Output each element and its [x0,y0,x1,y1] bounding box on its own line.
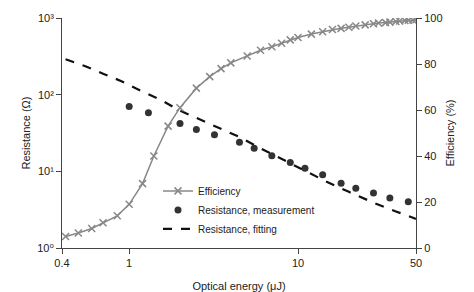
svg-text:Resistance (Ω): Resistance (Ω) [20,96,32,169]
svg-text:10¹: 10¹ [38,165,54,177]
svg-text:100: 100 [424,12,442,24]
svg-text:80: 80 [424,58,436,70]
svg-text:Efficiency (%): Efficiency (%) [444,99,456,166]
svg-text:0.4: 0.4 [54,257,69,269]
svg-text:10⁰: 10⁰ [37,242,54,254]
svg-text:10²: 10² [38,89,54,101]
svg-text:1: 1 [126,257,132,269]
svg-text:Resistance, measurement: Resistance, measurement [198,205,314,216]
svg-text:Resistance, fitting: Resistance, fitting [198,224,277,235]
svg-text:20: 20 [424,196,436,208]
svg-text:60: 60 [424,104,436,116]
svg-text:50: 50 [410,257,422,269]
svg-text:40: 40 [424,150,436,162]
svg-text:Efficiency: Efficiency [198,186,241,197]
svg-text:Optical energy (μJ): Optical energy (μJ) [192,280,285,292]
svg-text:0: 0 [424,242,430,254]
svg-text:10³: 10³ [38,12,54,24]
svg-text:10: 10 [292,257,304,269]
